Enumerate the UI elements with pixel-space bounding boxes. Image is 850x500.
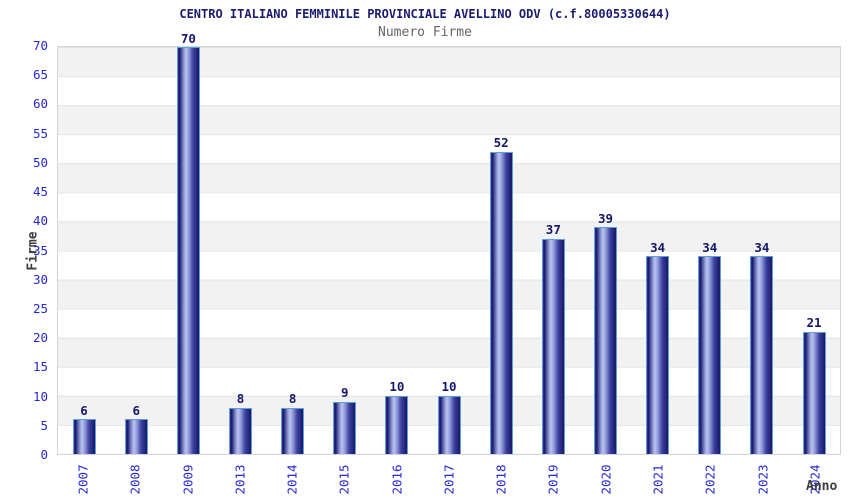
bar-slot-2024: 21 — [788, 47, 840, 454]
y-tick-label: 10 — [32, 388, 48, 404]
bar-2008: 6 — [124, 404, 148, 454]
x-tick-label: 2017 — [441, 463, 457, 495]
x-tick-slot: 2014 — [266, 460, 318, 498]
x-tick-label: 2020 — [598, 463, 614, 495]
bar-value-label: 9 — [341, 385, 349, 401]
bar-value-label: 6 — [132, 402, 140, 418]
chart-subtitle: Numero Firme — [378, 25, 472, 40]
chart-title: CENTRO ITALIANO FEMMINILE PROVINCIALE AV… — [179, 7, 671, 21]
x-tick-slot: 2016 — [371, 460, 423, 498]
y-tick-label: 60 — [32, 96, 48, 112]
bar-2022: 34 — [698, 241, 722, 454]
x-tick-label: 2015 — [336, 463, 352, 495]
bar-2019: 37 — [541, 224, 565, 454]
y-tick-label: 15 — [32, 359, 48, 375]
x-tick-label: 2018 — [493, 463, 509, 495]
x-tick-label: 2013 — [232, 463, 248, 495]
x-tick-slot: 2023 — [736, 460, 788, 498]
x-tick-label: 2016 — [389, 463, 405, 495]
x-tick-slot: 2015 — [318, 460, 370, 498]
x-tick-slot: 2021 — [632, 460, 684, 498]
bar-value-label: 8 — [236, 391, 245, 406]
bar-slot-2009: 70 — [162, 32, 214, 454]
bar-value-label: 34 — [702, 239, 718, 255]
bar-slot-2016: 10 — [371, 47, 423, 454]
bar-2014: 8 — [281, 392, 305, 454]
x-tick-slot: 2017 — [423, 460, 475, 498]
bars-container: 6 6 70 8 8 9 10 10 52 37 39 34 34 34 21 — [58, 32, 840, 454]
bar-value-label: 6 — [80, 402, 88, 418]
bar-2007: 6 — [72, 404, 96, 454]
x-tick-label: 2007 — [75, 463, 91, 495]
plot-area: 6 6 70 8 8 9 10 10 52 37 39 34 34 34 21 — [57, 32, 841, 455]
bar-slot-2017: 10 — [423, 47, 475, 454]
bar-slot-2008: 6 — [110, 47, 162, 454]
y-axis-ticks: 0 5 10 15 20 25 30 35 40 45 50 55 60 65 70 — [0, 39, 50, 460]
y-tick-label: 20 — [32, 329, 48, 345]
bar-2016: 10 — [385, 381, 409, 454]
x-tick-label: 2023 — [755, 463, 771, 495]
y-tick-label: 55 — [32, 125, 48, 141]
bar-2009: 70 — [176, 32, 200, 454]
bar-slot-2023: 34 — [736, 47, 788, 454]
y-tick-label: 0 — [40, 446, 48, 462]
bar-2023: 34 — [750, 241, 774, 454]
bar-value-label: 8 — [288, 391, 297, 406]
x-tick-label: 2009 — [180, 463, 196, 495]
bar-value-label: 10 — [389, 379, 405, 395]
bar-slot-2015: 9 — [319, 47, 371, 454]
x-tick-slot: 2020 — [580, 460, 632, 498]
x-axis-ticks: 2007 2008 2009 2013 2014 2015 2016 2017 2018 2019… — [57, 460, 841, 498]
bar-2021: 34 — [646, 241, 670, 454]
bar-2015: 9 — [333, 387, 357, 454]
bar-value-label: 34 — [650, 239, 666, 255]
x-tick-slot: 2019 — [527, 460, 579, 498]
y-tick-label: 5 — [40, 417, 48, 433]
bar-slot-2018: 52 — [475, 47, 527, 454]
x-tick-slot: 2008 — [109, 460, 161, 498]
x-axis-title: Anno — [806, 479, 838, 494]
bar-value-label: 10 — [441, 379, 457, 395]
x-tick-slot: 2009 — [162, 460, 214, 498]
bar-2013: 8 — [228, 392, 252, 454]
bar-slot-2019: 37 — [527, 47, 579, 454]
y-tick-label: 40 — [32, 213, 48, 229]
bar-value-label: 34 — [754, 239, 770, 255]
x-tick-slot: 2013 — [214, 460, 266, 498]
bar-slot-2021: 34 — [632, 47, 684, 454]
y-tick-label: 50 — [32, 154, 48, 170]
x-tick-label: 2019 — [546, 463, 562, 495]
x-tick-slot: 2018 — [475, 460, 527, 498]
y-tick-label: 70 — [32, 37, 48, 53]
bar-slot-2020: 39 — [579, 47, 631, 454]
bar-2024: 21 — [802, 317, 826, 454]
y-tick-label: 30 — [32, 271, 48, 287]
y-tick-label: 25 — [32, 300, 48, 316]
x-tick-label: 2008 — [127, 463, 143, 495]
bar-slot-2007: 6 — [58, 47, 110, 454]
y-tick-label: 65 — [32, 66, 48, 82]
x-tick-label: 2014 — [284, 463, 300, 495]
bar-value-label: 70 — [180, 30, 196, 46]
x-tick-label: 2022 — [702, 463, 718, 495]
bar-slot-2022: 34 — [684, 47, 736, 454]
bar-slot-2013: 8 — [214, 47, 266, 454]
bar-value-label: 21 — [806, 315, 822, 331]
bar-slot-2014: 8 — [267, 47, 319, 454]
bar-2020: 39 — [593, 212, 617, 454]
x-tick-label: 2021 — [650, 463, 666, 495]
x-tick-slot: 2007 — [57, 460, 109, 498]
bar-2018: 52 — [489, 137, 513, 454]
x-tick-slot: 2022 — [684, 460, 736, 498]
y-tick-label: 35 — [32, 242, 48, 258]
bar-value-label: 39 — [597, 210, 613, 226]
y-tick-label: 45 — [32, 183, 48, 199]
bar-value-label: 52 — [493, 135, 509, 151]
bar-2017: 10 — [437, 381, 461, 454]
bar-value-label: 37 — [545, 222, 561, 238]
